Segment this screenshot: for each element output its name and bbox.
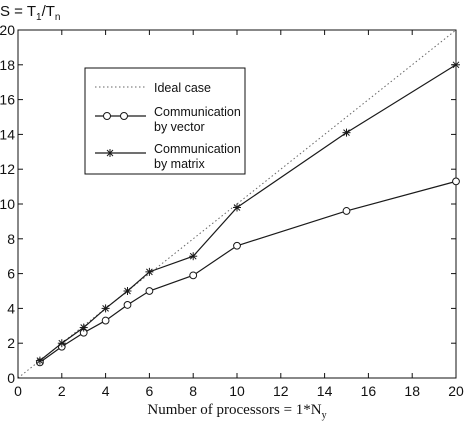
- x-tick-label-0: 0: [14, 383, 22, 399]
- series-line-0: [17, 29, 457, 379]
- y-tick-label-4: 8: [7, 231, 15, 247]
- x-axis-title-group: Number of processors = 1*Ny: [147, 402, 326, 421]
- x-tick-label-3: 6: [146, 383, 154, 399]
- y-tick-label-1: 2: [7, 335, 15, 351]
- matrix-point-2-stroke-3: [80, 324, 88, 331]
- x-tick-label-5: 10: [229, 383, 245, 399]
- x-tick-label-10: 20: [448, 383, 464, 399]
- legend-vector-label-line-2: by vector: [154, 120, 205, 134]
- matrix-point-0-stroke-3: [36, 357, 44, 364]
- matrix-point-8: [342, 128, 351, 137]
- series-layer: [17, 29, 457, 379]
- vector-point-4: [123, 301, 132, 309]
- vector-point-8: [342, 207, 351, 215]
- vector-point-7: [233, 241, 241, 250]
- ticks-layer: 0 2 4 6 8 10 12 14 16 18 20 0 2 4 6 8 10 12 14 16 18 20: [0, 22, 464, 399]
- matrix-point-6: [189, 252, 198, 261]
- x-tick-label-9: 18: [404, 383, 420, 399]
- x-axis-title-subscript: y: [322, 410, 327, 421]
- y-axis-title-divider: /T: [42, 3, 55, 20]
- legend-vector-marker-2: [120, 112, 128, 120]
- y-axis-title-subscript-2: n: [55, 12, 61, 23]
- x-tick-label-7: 14: [317, 383, 333, 399]
- legend-ideal-label: Ideal case: [154, 81, 211, 95]
- matrix-point-5-stroke-3: [146, 268, 153, 276]
- y-axis-title: S = T1/Tn: [0, 3, 60, 23]
- legend: Ideal case Communication by vector Commu…: [84, 67, 246, 175]
- legend-vector-label-line-1: Communication: [154, 105, 241, 119]
- matrix-point-8-stroke-3: [343, 129, 350, 137]
- x-axis-title: Number of processors = 1*Ny: [147, 402, 326, 421]
- y-tick-label-9: 18: [0, 57, 15, 73]
- legend-matrix-label-line-1: Communication: [154, 142, 241, 156]
- vector-point-5: [145, 287, 154, 295]
- vector-point-3: [101, 316, 110, 325]
- series-line-2: [39, 64, 457, 362]
- y-tick-label-0: 0: [7, 370, 15, 386]
- matrix-point-2: [79, 323, 88, 332]
- y-tick-label-10: 20: [0, 22, 15, 38]
- y-tick-label-3: 6: [7, 266, 15, 282]
- vector-point-6: [189, 271, 198, 280]
- x-tick-label-2: 4: [102, 383, 110, 399]
- legend-matrix-marker: [106, 149, 114, 157]
- matrix-point-7-stroke-3: [233, 204, 241, 211]
- y-tick-label-2: 4: [7, 300, 15, 316]
- matrix-point-3: [101, 304, 110, 313]
- vector-point-9: [452, 177, 460, 186]
- legend-matrix-label-line-2: by matrix: [154, 157, 205, 171]
- y-axis-title-subscript-1: 1: [36, 12, 42, 23]
- x-tick-label-1: 2: [58, 383, 66, 399]
- y-tick-label-7: 14: [0, 126, 15, 142]
- y-tick-label-8: 16: [0, 92, 15, 108]
- x-tick-label-4: 8: [189, 383, 197, 399]
- matrix-point-4: [123, 287, 132, 295]
- marker-layer: [35, 60, 460, 367]
- y-tick-label-6: 12: [0, 161, 15, 177]
- matrix-point-5: [145, 267, 154, 276]
- x-tick-label-8: 16: [361, 383, 377, 399]
- y-tick-label-5: 10: [0, 196, 15, 212]
- y-axis-title-group: S = T1/Tn: [0, 3, 60, 23]
- y-axis-title-main: S = T: [0, 3, 36, 20]
- x-axis-title-main: Number of processors = 1*N: [147, 402, 321, 418]
- matrix-point-4-stroke-3: [124, 287, 131, 295]
- matrix-point-0: [35, 356, 44, 365]
- legend-vector-marker-1: [103, 112, 111, 120]
- series-line-1: [39, 180, 457, 363]
- matrix-point-1: [57, 339, 66, 348]
- x-tick-label-6: 12: [273, 383, 289, 399]
- legend-box: [84, 67, 246, 175]
- matrix-point-7: [233, 203, 241, 212]
- matrix-point-3-stroke-3: [102, 305, 109, 312]
- matrix-point-6-stroke-3: [189, 252, 197, 260]
- matrix-point-1-stroke-3: [58, 339, 66, 347]
